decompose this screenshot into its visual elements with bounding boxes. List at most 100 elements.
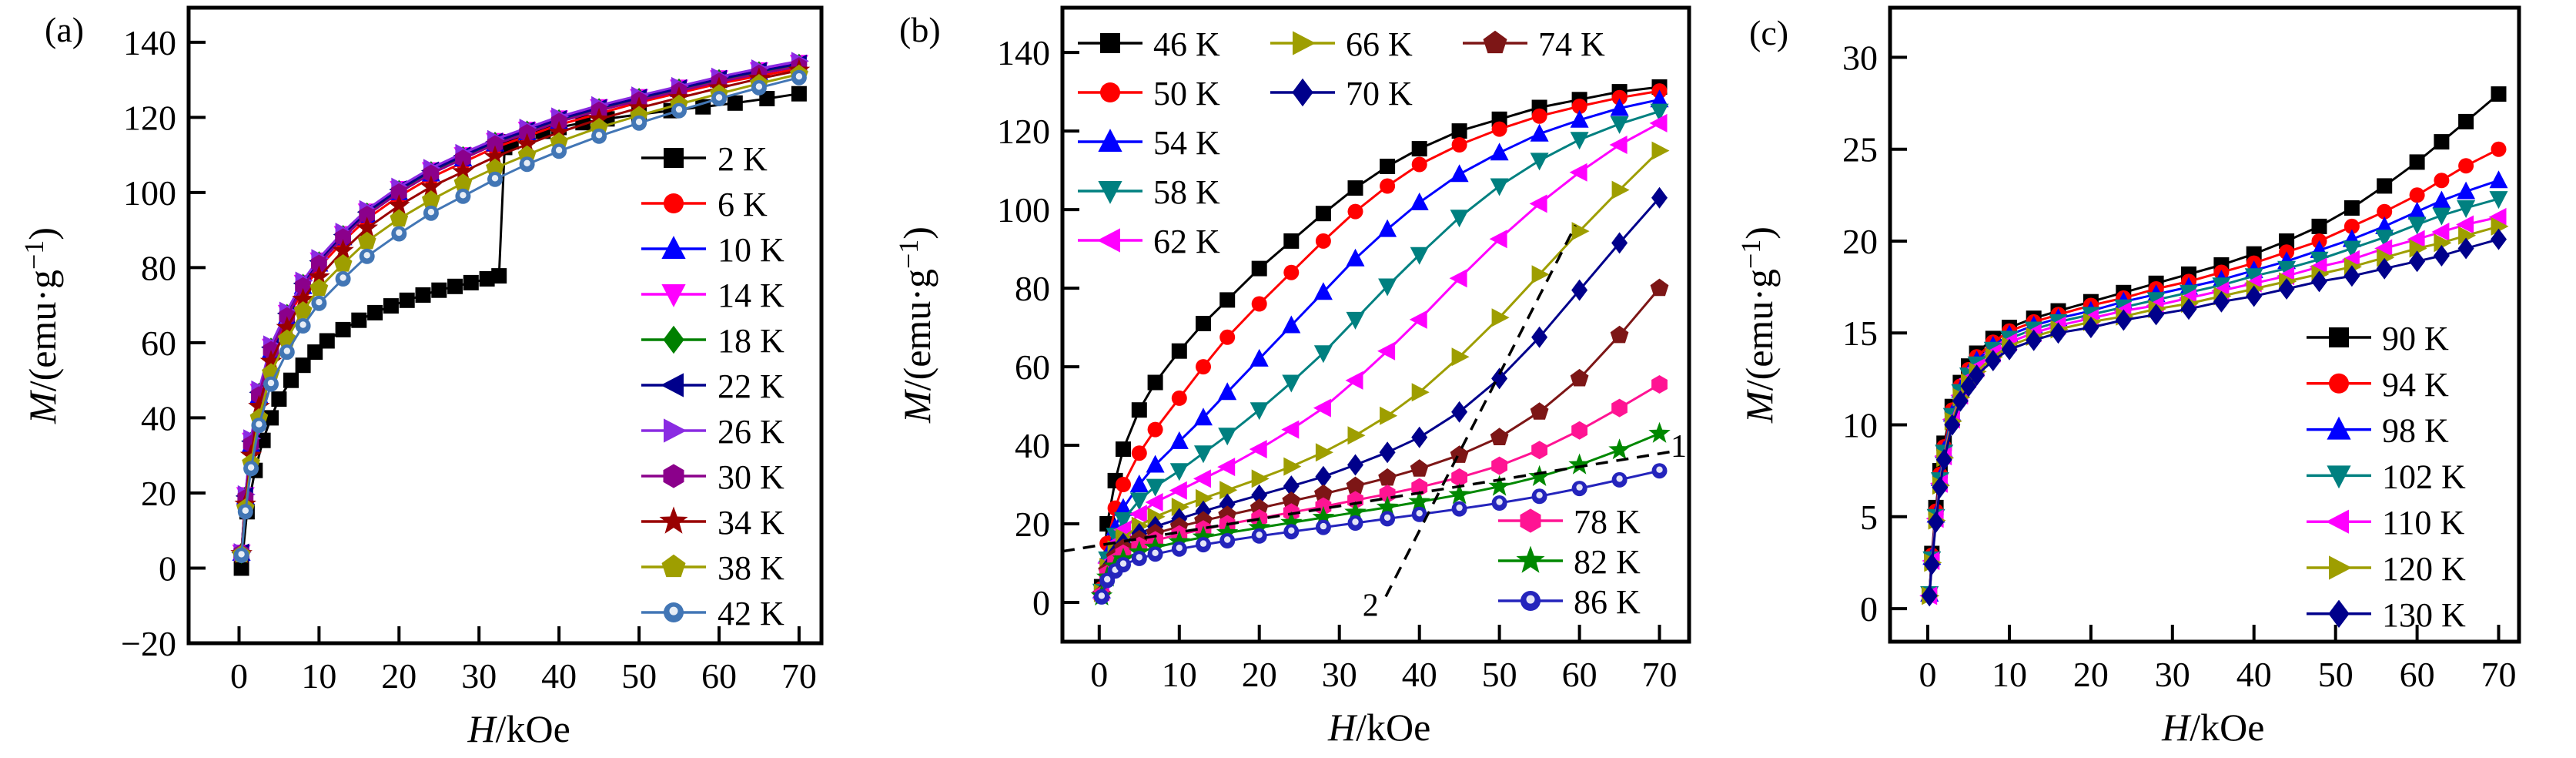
x-tick-label: 20: [1242, 655, 1277, 694]
legend-entry-a-34k: 34 K: [641, 504, 785, 542]
legend-entry-a-42k: 42 K: [641, 595, 785, 632]
legend-label: 94 K: [2382, 366, 2449, 404]
panel-letter-b: (b): [899, 10, 941, 49]
x-axis-label: H/kOe: [2161, 706, 2264, 749]
x-tick-label: 70: [2481, 655, 2517, 694]
legend-entry-a-18k: 18 K: [641, 322, 785, 360]
legend-entry-c-110k: 110 K: [2307, 504, 2464, 542]
legend-label: 86 K: [1574, 583, 1641, 621]
y-tick-label: 20: [1842, 222, 1878, 261]
x-tick-label: 60: [2400, 655, 2435, 694]
legend-entry-c-94k: 94 K: [2307, 366, 2449, 404]
legend-label: 98 K: [2382, 412, 2449, 450]
legend-entry-c-102k: 102 K: [2307, 458, 2466, 495]
legend-entry-b-86k: 86 K: [1498, 583, 1641, 621]
y-tick-label: 140: [123, 23, 176, 62]
legend-label: 46 K: [1153, 25, 1220, 63]
legend-label: 18 K: [718, 322, 785, 360]
x-tick-label: 60: [701, 656, 737, 696]
legend-label: 54 K: [1153, 124, 1220, 162]
legend-entry-c-98k: 98 K: [2307, 412, 2449, 450]
x-tick-label: 60: [1562, 655, 1597, 694]
series-a-42k: [233, 69, 807, 563]
legend-label: 66 K: [1346, 25, 1413, 63]
series-b-86k: [1093, 463, 1668, 605]
x-tick-label: 0: [1090, 655, 1108, 694]
axis-frame: [1060, 5, 1691, 644]
legend-label: 130 K: [2382, 596, 2466, 634]
x-tick-label: 40: [1402, 655, 1437, 694]
x-tick-label: 50: [1482, 655, 1517, 694]
y-axis-label: M/(emu·g−1): [18, 227, 64, 424]
y-tick-label: 120: [997, 112, 1050, 151]
y-tick-label: 10: [1842, 406, 1878, 445]
legend-label: 102 K: [2382, 458, 2466, 495]
legend-label: 82 K: [1574, 543, 1641, 581]
y-tick-label: 60: [1015, 347, 1050, 387]
legend-entry-b-66k: 66 K: [1270, 25, 1413, 63]
legend-label: 22 K: [718, 367, 785, 405]
legend-entry-c-130k: 130 K: [2307, 596, 2466, 634]
x-tick-label: 30: [461, 656, 497, 696]
y-tick-label: 100: [123, 173, 176, 213]
y-tick-label: 100: [997, 190, 1050, 230]
y-tick-label: 120: [123, 98, 176, 137]
legend-entry-a-14k: 14 K: [641, 277, 785, 314]
legend-label: 78 K: [1574, 503, 1641, 541]
series-b-66k: [1093, 141, 1670, 602]
y-tick-label: 60: [141, 324, 176, 363]
y-tick-label: 40: [1015, 426, 1050, 465]
panel-c: 0 10 20 30 40 50 60 70 0 5 10 15 20 25 30 H/kOe M/(emu·g…: [1735, 5, 2521, 749]
panel-letter-a: (a): [45, 10, 84, 49]
legend-entry-c-90k: 90 K: [2307, 320, 2449, 357]
x-tick-label: 30: [1322, 655, 1357, 694]
y-tick-label: 5: [1860, 498, 1878, 537]
x-tick-label: 20: [2073, 655, 2109, 694]
legend-label: 10 K: [718, 231, 785, 269]
x-tick-label: 70: [781, 656, 817, 696]
legend-entry-b-78k: 78 K: [1498, 503, 1641, 541]
x-tick-label: 10: [1992, 655, 2027, 694]
x-tick-label: 70: [1642, 655, 1678, 694]
x-tick-label: 50: [2318, 655, 2354, 694]
legend-entry-a-26k: 26 K: [641, 413, 785, 451]
axis-frame: [186, 5, 824, 646]
y-tick-label: 0: [1860, 589, 1878, 629]
legend-entry-a-38k: 38 K: [641, 549, 785, 587]
legend-entry-b-58k: 58 K: [1078, 173, 1220, 211]
guide-label: 1: [1671, 429, 1687, 465]
guide-label: 2: [1363, 589, 1379, 624]
legend-entry-a-10k: 10 K: [641, 231, 785, 269]
legend-label: 120 K: [2382, 550, 2466, 588]
legend-label: 58 K: [1153, 173, 1220, 211]
legend-entry-b-46k: 46 K: [1078, 25, 1220, 63]
series-c-130k: [1921, 228, 2507, 607]
legend-label: 26 K: [718, 413, 785, 451]
legend-label: 38 K: [718, 549, 785, 587]
legend-label: 70 K: [1346, 75, 1413, 112]
legend-entry-a-6k: 6 K: [641, 186, 768, 223]
guide-line-2: 2: [1363, 224, 1577, 624]
x-axis-label: H/kOe: [467, 707, 570, 750]
x-tick-label: 30: [2155, 655, 2190, 694]
y-tick-label: 80: [141, 248, 176, 287]
x-tick-label: 0: [1919, 655, 1937, 694]
axis-frame: [1888, 5, 2521, 644]
x-tick-label: 40: [541, 656, 577, 696]
legend-entry-b-54k: 54 K: [1078, 124, 1220, 162]
panel-b: 120 10 20 30 40 50 60 70020406080100120140H/kOe…: [893, 5, 1691, 749]
legend-label: 34 K: [718, 504, 785, 542]
legend-entry-a-2k: 2 K: [641, 140, 768, 178]
legend-entry-a-30k: 30 K: [641, 458, 785, 496]
panel-letter-c: (c): [1749, 13, 1788, 52]
legend-entry-a-22k: 22 K: [641, 367, 785, 405]
legend-entry-b-70k: 70 K: [1270, 75, 1413, 112]
x-tick-label: 50: [621, 656, 657, 696]
legend-label: 14 K: [718, 277, 785, 314]
legend-label: 90 K: [2382, 320, 2449, 357]
y-tick-label: 20: [1015, 505, 1050, 544]
legend-label: 50 K: [1153, 75, 1220, 112]
legend-label: 2 K: [718, 140, 768, 178]
